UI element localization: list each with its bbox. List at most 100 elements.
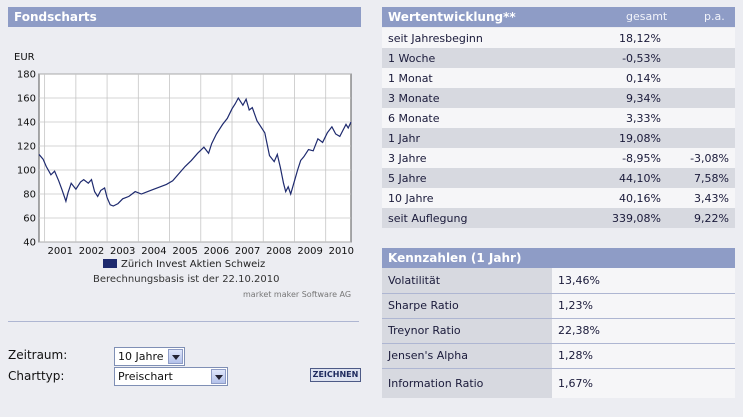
- metric-label: Information Ratio: [382, 368, 552, 398]
- kennzahlen-table: Volatilität 13,46% Sharpe Ratio 1,23% Treyno…: [382, 268, 735, 398]
- row-gesamt: 19,08%: [582, 128, 667, 148]
- y-tick-label: 60: [23, 214, 36, 225]
- row-pa: [667, 48, 735, 68]
- row-pa: [667, 28, 735, 48]
- row-pa: [667, 128, 735, 148]
- x-tick-label: 2003: [110, 246, 135, 257]
- metric-label: Treynor Ratio: [382, 318, 552, 344]
- col-gesamt: gesamt: [626, 10, 668, 23]
- row-pa: 7,58%: [667, 168, 735, 188]
- y-tick-label: 120: [17, 142, 36, 153]
- y-tick-label: 140: [17, 118, 36, 129]
- fondscharts-header: Fondscharts: [8, 7, 361, 27]
- x-tick-label: 2005: [172, 246, 197, 257]
- zeitraum-label: Zeitraum:: [8, 348, 68, 362]
- row-pa: [667, 68, 735, 88]
- table-row: Sharpe Ratio 1,23%: [382, 293, 735, 319]
- table-row: Volatilität 13,46%: [382, 268, 735, 294]
- table-row: 6 Monate 3,33%: [382, 108, 735, 128]
- row-gesamt: 0,14%: [582, 68, 667, 88]
- table-row: 5 Jahre 44,10% 7,58%: [382, 168, 735, 188]
- zeitraum-value: 10 Jahre: [118, 350, 164, 363]
- row-pa: -3,08%: [667, 148, 735, 168]
- x-tick-label: 2007: [235, 246, 260, 257]
- row-gesamt: -0,53%: [582, 48, 667, 68]
- col-pa: p.a.: [704, 10, 725, 23]
- zeitraum-select[interactable]: 10 Jahre: [114, 347, 185, 366]
- plot-background: [38, 73, 352, 243]
- row-label: seit Jahresbeginn: [382, 28, 582, 48]
- wertentwicklung-table: seit Jahresbeginn 18,12% 1 Woche -0,53% 1 Mo…: [382, 28, 735, 228]
- row-label: 10 Jahre: [382, 188, 582, 208]
- plot-area: 180 160 140 120 100 80 60 40 2001 2002 2003 2004 200…: [17, 70, 354, 258]
- row-pa: [667, 88, 735, 108]
- kennzahlen-header: Kennzahlen (1 Jahr): [382, 248, 735, 268]
- y-tick-label: 180: [17, 70, 36, 81]
- row-pa: [667, 108, 735, 128]
- calculation-basis: Berechnungsbasis ist der 22.10.2010: [93, 274, 280, 285]
- x-tick-label: 2010: [329, 246, 354, 257]
- x-tick-label: 2004: [141, 246, 166, 257]
- metric-value: 1,67%: [552, 368, 735, 398]
- chart-legend: Zürich Invest Aktien Schweiz: [103, 259, 265, 270]
- metric-value: 13,46%: [552, 268, 735, 294]
- table-row: Information Ratio 1,67%: [382, 368, 735, 398]
- metric-value: 1,28%: [552, 343, 735, 369]
- table-row: 1 Woche -0,53%: [382, 48, 735, 68]
- x-tick-label: 2009: [297, 246, 322, 257]
- price-series-line: [38, 96, 352, 207]
- wertentwicklung-header: Wertentwicklung** gesamt p.a.: [382, 7, 735, 27]
- chevron-down-icon[interactable]: [168, 349, 183, 364]
- table-row: 10 Jahre 40,16% 3,43%: [382, 188, 735, 208]
- table-row: 3 Monate 9,34%: [382, 88, 735, 108]
- legend-swatch: [103, 259, 117, 268]
- row-label: 5 Jahre: [382, 168, 582, 188]
- row-label: seit Auflegung: [382, 208, 582, 228]
- row-gesamt: 40,16%: [582, 188, 667, 208]
- metric-label: Volatilität: [382, 268, 552, 294]
- table-row: 3 Jahre -8,95% -3,08%: [382, 148, 735, 168]
- row-label: 3 Jahre: [382, 148, 582, 168]
- charttyp-value: Preischart: [118, 370, 173, 383]
- row-label: 3 Monate: [382, 88, 582, 108]
- y-tick-label: 80: [23, 190, 36, 201]
- row-gesamt: 44,10%: [582, 168, 667, 188]
- table-row: seit Jahresbeginn 18,12%: [382, 28, 735, 48]
- metric-label: Jensen's Alpha: [382, 343, 552, 369]
- x-tick-label: 2001: [48, 246, 73, 257]
- table-row: seit Auflegung 339,08% 9,22%: [382, 208, 735, 228]
- legend-label: Zürich Invest Aktien Schweiz: [121, 259, 266, 270]
- row-pa: 3,43%: [667, 188, 735, 208]
- metric-value: 22,38%: [552, 318, 735, 344]
- row-gesamt: 3,33%: [582, 108, 667, 128]
- row-label: 1 Jahr: [382, 128, 582, 148]
- x-tick-label: 2008: [266, 246, 291, 257]
- divider: [8, 321, 359, 322]
- charttyp-select[interactable]: Preischart: [114, 367, 228, 386]
- y-tick-label: 40: [23, 238, 36, 249]
- data-source: market maker Software AG: [243, 290, 352, 299]
- row-gesamt: 339,08%: [582, 208, 667, 228]
- row-label: 6 Monate: [382, 108, 582, 128]
- chevron-down-icon[interactable]: [211, 369, 226, 384]
- price-chart: EUR 180 160 140 120 100 80 60 40 2001 2002 2003 200…: [14, 52, 354, 258]
- row-gesamt: 18,12%: [582, 28, 667, 48]
- table-row: 1 Jahr 19,08%: [382, 128, 735, 148]
- charttyp-label: Charttyp:: [8, 369, 65, 383]
- row-gesamt: -8,95%: [582, 148, 667, 168]
- chart-ylabel: EUR: [14, 52, 35, 63]
- row-pa: 9,22%: [667, 208, 735, 228]
- wertentwicklung-title: Wertentwicklung**: [388, 10, 516, 24]
- y-tick-label: 160: [17, 94, 36, 105]
- row-label: 1 Woche: [382, 48, 582, 68]
- x-tick-label: 2002: [79, 246, 104, 257]
- y-tick-label: 100: [17, 166, 36, 177]
- table-row: 1 Monat 0,14%: [382, 68, 735, 88]
- x-tick-label: 2006: [204, 246, 229, 257]
- metric-label: Sharpe Ratio: [382, 293, 552, 319]
- table-row: Jensen's Alpha 1,28%: [382, 343, 735, 369]
- row-label: 1 Monat: [382, 68, 582, 88]
- table-row: Treynor Ratio 22,38%: [382, 318, 735, 344]
- metric-value: 1,23%: [552, 293, 735, 319]
- draw-button[interactable]: ZEICHNEN: [310, 368, 361, 382]
